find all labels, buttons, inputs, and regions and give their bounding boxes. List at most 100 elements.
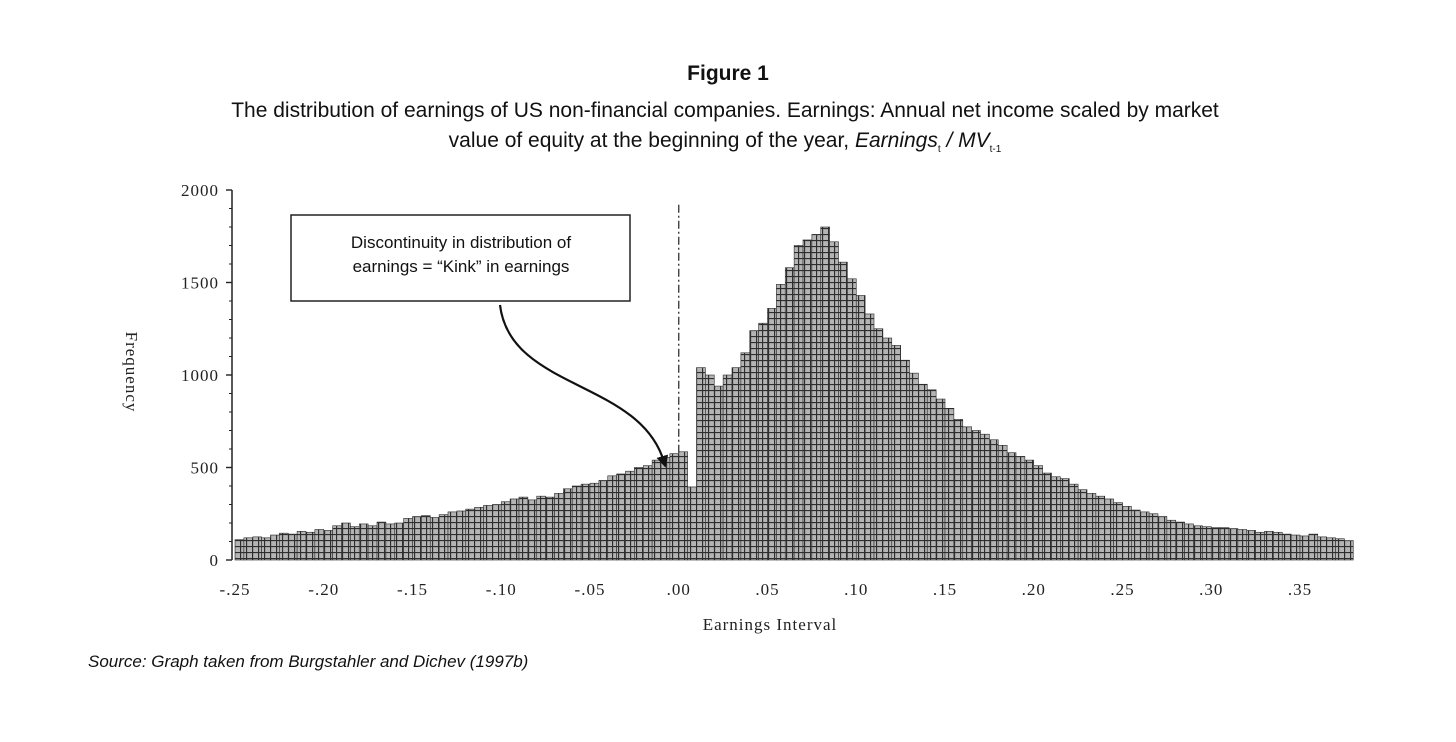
histogram-bar (332, 525, 342, 561)
x-axis-ticks: -.25 -.20 -.15 -.10 -.05 .00 .05 .10 .15 .20 .25 .3… (220, 580, 1312, 599)
histogram-bar (1033, 465, 1043, 561)
histogram-bar (1193, 525, 1203, 561)
histogram-bar (811, 234, 822, 561)
histogram-bar (651, 459, 662, 561)
histogram-bar (731, 367, 742, 561)
histogram-bar (944, 407, 955, 561)
histogram-bar (678, 451, 688, 561)
histogram-bar (483, 505, 493, 561)
histogram-bar (935, 398, 946, 561)
histogram-bar (1139, 511, 1150, 561)
histogram-bar (1086, 493, 1097, 561)
histogram-bar (1219, 527, 1230, 561)
y-tick-label: 2000 (181, 181, 219, 200)
histogram-bar (873, 328, 884, 561)
histogram-bar (625, 470, 635, 561)
histogram-bar (358, 523, 369, 561)
histogram-bar (1015, 456, 1026, 561)
histogram-bar (1299, 535, 1310, 561)
histogram-bar (838, 261, 848, 561)
histogram-bar (252, 536, 262, 561)
caption-line-1: The distribution of earnings of US non-f… (231, 99, 1219, 122)
histogram-bar (545, 496, 555, 561)
histogram-bar (1281, 533, 1292, 561)
x-axis-title: Earnings Interval (703, 615, 838, 634)
x-tick-label: .25 (1110, 580, 1134, 599)
histogram-bar (1148, 513, 1159, 561)
histogram-bar (500, 501, 511, 561)
histogram-bar (1237, 529, 1248, 561)
kink-annotation: Discontinuity in distribution of earning… (290, 214, 669, 468)
y-axis-title: Frequency (122, 332, 141, 413)
caption-line-2-text: value of equity at the beginning of the … (448, 129, 855, 152)
histogram-bar (1095, 495, 1106, 561)
histogram-bar (607, 475, 617, 561)
histogram-bar (847, 278, 857, 561)
x-tick-label: .10 (844, 580, 868, 599)
histogram-bar (722, 374, 733, 561)
histogram-bar (287, 533, 298, 561)
histogram-bar (1113, 502, 1123, 561)
y-tick-label: 500 (191, 459, 220, 478)
histogram-bar (314, 529, 325, 561)
annotation-line-2: earnings = “Kink” in earnings (353, 257, 570, 276)
histogram-bar (1122, 506, 1132, 561)
histogram-bar (1344, 540, 1354, 561)
histogram-bar (589, 482, 600, 561)
caption-line-2: value of equity at the beginning of the … (90, 126, 1360, 165)
histogram-bar (367, 525, 378, 561)
annotation-line-1: Discontinuity in distribution of (351, 233, 571, 252)
histogram-bar (598, 480, 609, 561)
histogram-bar (953, 419, 964, 561)
histogram-bar (971, 430, 981, 561)
histogram-bar (1317, 536, 1327, 561)
histogram-bar (1024, 459, 1035, 561)
figure-caption: The distribution of earnings of US non-f… (90, 96, 1360, 165)
histogram-bar (527, 499, 538, 561)
histogram-bar (536, 495, 546, 561)
histogram-bar (989, 439, 999, 561)
histogram-bar (926, 389, 937, 561)
histogram-bar (855, 295, 866, 561)
x-tick-label: .00 (667, 580, 691, 599)
histogram-bar (713, 385, 724, 561)
caption-mv-var: MV (958, 129, 990, 152)
histogram-bar (1255, 531, 1265, 561)
histogram-bar (243, 537, 254, 561)
histogram-bar (305, 531, 316, 561)
histogram-bar (802, 239, 813, 561)
histogram-bar (820, 226, 830, 561)
histogram-bar (456, 510, 467, 561)
histogram-bar (1077, 489, 1088, 561)
annotation-box (290, 214, 631, 302)
x-tick-label: .15 (933, 580, 957, 599)
histogram-bar (350, 526, 360, 561)
caption-earnings-sub: t (937, 144, 941, 156)
histogram-bar (918, 383, 928, 561)
annotation-arrow (498, 304, 669, 468)
histogram-bar (1202, 526, 1212, 561)
histogram-bar (403, 518, 413, 561)
histogram-bar (740, 352, 751, 561)
histogram-bar (1246, 530, 1256, 561)
histogram-bar (1042, 472, 1052, 561)
histogram-bar (900, 359, 910, 561)
histogram-bar (580, 483, 591, 561)
histogram-bar (767, 308, 777, 561)
histogram-bar (296, 531, 307, 561)
x-tick-label: -.15 (397, 580, 428, 599)
histogram-bar (829, 241, 839, 561)
histogram-bar (784, 267, 795, 561)
histogram-bar (261, 537, 271, 561)
histogram-bar (642, 465, 653, 561)
histogram-bar (669, 453, 680, 561)
histogram-bar (1264, 531, 1274, 561)
histogram-bar (705, 374, 715, 561)
x-tick-label: -.05 (575, 580, 606, 599)
x-tick-label: -.25 (220, 580, 251, 599)
histogram-bar (438, 514, 449, 561)
figure-source: Source: Graph taken from Burgstahler and… (88, 652, 529, 671)
histogram-bar (1184, 523, 1194, 561)
histogram-bar (1051, 476, 1061, 561)
histogram-bar (554, 493, 564, 561)
